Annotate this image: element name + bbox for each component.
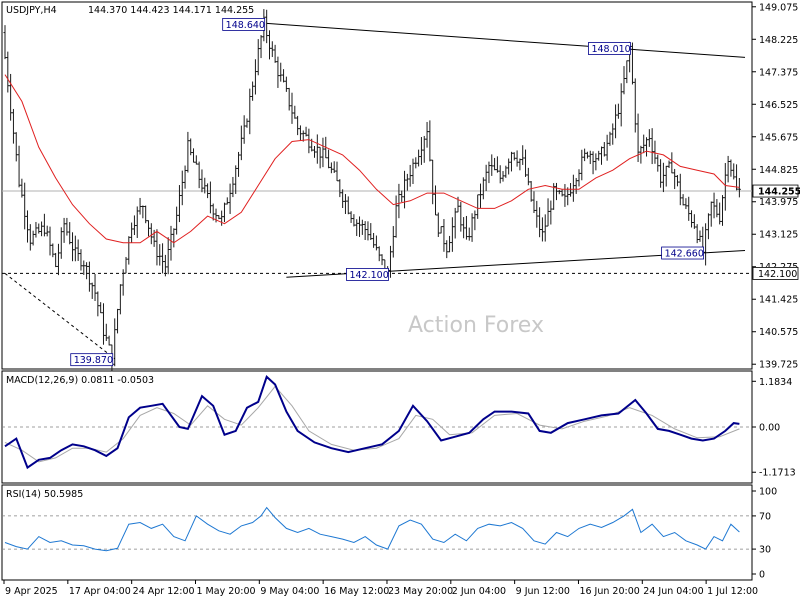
price-level-labels: 148.640 148.010 142.100 142.660 139.870: [70, 18, 705, 367]
macd-label: MACD(12,26,9) 0.0811 -0.0503: [6, 375, 154, 386]
rsi-lines: [4, 506, 740, 552]
macd-main-line: [4, 375, 740, 470]
price-tick-label: 147.375: [759, 67, 798, 78]
macd-tick-label: -1.1713: [759, 468, 796, 479]
x-tick-label: 1 Jul 12:00: [707, 586, 758, 597]
price-tick-label: 148.225: [759, 35, 798, 46]
x-tick-label: 24 Apr 12:00: [133, 586, 195, 597]
price-panel-frame: [1, 1, 753, 370]
support-level-box: [752, 267, 799, 280]
price-tick-label: 143.975: [759, 197, 798, 208]
level-label-box: [222, 18, 266, 31]
level-label-box: [70, 353, 114, 367]
price-tick-label: 143.125: [759, 230, 798, 241]
current-price-value: 144.255: [758, 187, 800, 198]
trendline: [4, 273, 116, 360]
x-axis: 9 Apr 2025 17 Apr 04:00 24 Apr 12:00 1 May …: [3, 580, 758, 597]
rsi-panel-frame: [1, 484, 753, 581]
macd-tick-label: 1.1834: [759, 377, 792, 388]
x-tick-label: 16 May 12:00: [324, 586, 389, 597]
level-label: 148.010: [591, 44, 630, 55]
x-tick-label: 9 May 04:00: [260, 586, 319, 597]
price-tick-label: 146.525: [759, 100, 798, 111]
x-tick-label: 16 Jun 20:00: [579, 586, 639, 597]
level-label: 148.640: [226, 20, 265, 31]
rsi-tick-label: 70: [759, 511, 771, 522]
level-label: 142.100: [349, 270, 388, 281]
macd-lines: [4, 375, 740, 470]
current-price-box: [752, 184, 799, 198]
support-level-value: 142.100: [758, 269, 797, 280]
watermark: Action Forex: [408, 313, 544, 338]
level-label-box: [588, 42, 631, 55]
x-tick-label: 1 May 20:00: [196, 586, 255, 597]
level-label: 139.870: [74, 355, 113, 366]
ohlc-label: 144.370 144.423 144.171 144.255: [88, 5, 254, 16]
macd-signal-line: [4, 385, 740, 463]
macd-axis: 1.1834 0.00 -1.1713: [2, 377, 796, 479]
moving-average: [4, 74, 740, 244]
price-axis: 149.075 148.225 147.375 146.525 145.675 144.8…: [2, 2, 800, 371]
price-bars: [3, 9, 741, 372]
x-tick-label: 9 Jun 12:00: [516, 586, 570, 597]
x-tick-label: 23 May 20:00: [388, 586, 453, 597]
level-label-box: [346, 268, 389, 281]
price-tick-label: 141.425: [759, 295, 798, 306]
x-tick-label: 2 Jun 04:00: [452, 586, 506, 597]
price-tick-label: 139.725: [759, 360, 798, 371]
ma-line: [4, 74, 740, 244]
level-label-box: [661, 246, 705, 260]
rsi-line: [4, 506, 740, 552]
price-tick-label: 149.075: [759, 2, 798, 13]
symbol-label: USDJPY,H4: [6, 5, 57, 16]
rsi-tick-label: 100: [759, 487, 777, 498]
x-tick-label: 24 Jun 04:00: [643, 586, 703, 597]
rsi-tick-label: 30: [759, 545, 771, 556]
price-tick-label: 145.675: [759, 132, 798, 143]
price-tick-label: 140.575: [759, 327, 798, 338]
rsi-label: RSI(14) 50.5985: [6, 489, 83, 500]
rsi-tick-label: 0: [759, 570, 765, 581]
level-label: 142.660: [665, 249, 704, 260]
x-tick-label: 17 Apr 04:00: [69, 586, 131, 597]
price-tick-label: 144.825: [759, 165, 798, 176]
rsi-axis: 100 70 30 0: [2, 487, 777, 581]
macd-tick-label: 0.00: [759, 423, 780, 434]
x-tick-label: 9 Apr 2025: [5, 586, 58, 597]
trendline: [266, 22, 746, 58]
